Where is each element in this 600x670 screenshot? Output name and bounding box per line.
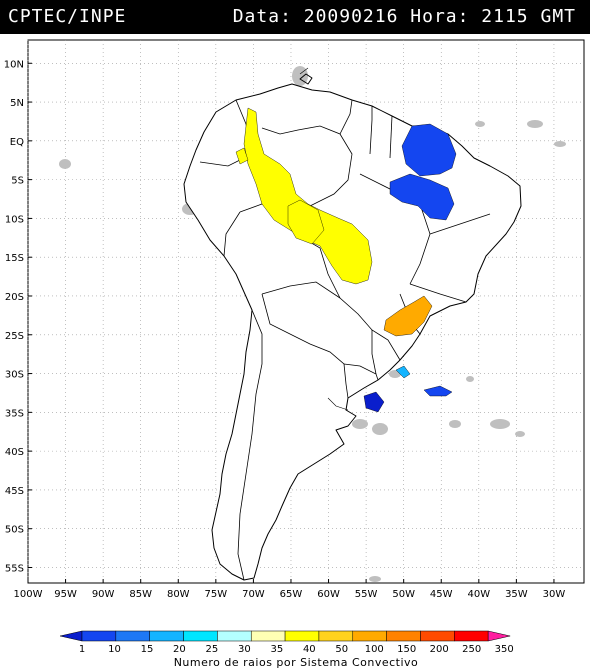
lon-label: 100W [14,589,43,600]
lat-label: 55S [5,563,24,574]
lat-label: 10N [4,59,24,70]
lon-label: 75W [205,589,228,600]
colorbar-swatch [420,630,455,642]
lon-label: 55W [355,589,378,600]
storm-navy-south [363,391,385,413]
colorbar-label: 30 [238,644,251,655]
lat-label: 50S [5,525,24,536]
lat-label: 35S [5,408,24,419]
storm-blue-north [401,123,457,177]
colorbar-label: 100 [365,644,384,655]
colorbar-title: Numero de raios por Sistema Convectivo [174,656,419,669]
colorbar-swatch [284,630,320,642]
lon-label: 80W [167,589,190,600]
colorbar-label: 50 [335,644,348,655]
colorbar-label: 250 [462,644,481,655]
colorbar-swatch [318,630,354,642]
lat-label: 20S [5,292,24,303]
convective-systems [235,107,457,413]
lon-label: 45W [430,589,453,600]
colorbar: 1 10 15 20 25 30 35 40 50 100 150 200 250 350 [59,630,514,655]
lon-label: 30W [543,589,566,600]
lat-label: EQ [10,137,24,148]
graticule [27,40,584,583]
colorbar-swatch [386,630,421,642]
longitude-labels: 100W 95W 90W 85W 80W 75W 70W 65W 60W 55W 50W 45W 40W… [14,579,566,600]
storm-yellow-amazon [243,107,373,285]
lat-label: 5N [10,98,24,109]
colorbar-swatch [115,630,150,642]
datetime-label: Data: 20090216 Hora: 2115 GMT [232,6,576,27]
source-label: CPTEC/INPE [8,6,127,27]
colorbar-swatch [352,630,387,642]
colorbar-label: 25 [206,644,219,655]
storm-navy-ocean [423,385,453,397]
storm-orange-southeast [383,295,433,337]
lat-label: 40S [5,447,24,458]
colorbar-swatch [250,630,286,642]
storm-blue-northeast [389,173,455,221]
storm-cyan-coast [395,365,411,379]
lon-label: 70W [242,589,265,600]
colorbar-swatch [81,630,117,642]
storm-yellow-west [235,147,249,165]
lon-label: 95W [54,589,77,600]
latitude-labels: 10N 5N EQ 5S 10S 15S 20S 25S 30S 35S 40S 45S 50S 55S [4,59,32,574]
lat-label: 25S [5,331,24,342]
lon-label: 85W [129,589,152,600]
colorbar-label: 40 [303,644,316,655]
lightning-map: 10N5NEQ5S10S15S20S25S30S35S40S45S50S55S … [4,39,585,669]
lon-label: 65W [280,589,303,600]
colorbar-swatch [454,630,489,642]
storm-yellow-mid [287,199,325,245]
map-header: CPTEC/INPE Data: 20090216 Hora: 2115 GMT [0,0,590,34]
lon-label: 50W [392,589,415,600]
colorbar-label: 150 [397,644,416,655]
colorbar-label: 350 [495,644,514,655]
colorbar-swatch [149,630,184,642]
lat-label: 10S [5,214,24,225]
colorbar-label: 10 [108,644,121,655]
lon-label: 35W [505,589,528,600]
lat-label: 30S [5,370,24,381]
colorbar-swatch [217,630,252,642]
colorbar-label: 15 [141,644,154,655]
lat-label: 15S [5,253,24,264]
lon-label: 90W [92,589,115,600]
colorbar-label: 35 [270,644,283,655]
colorbar-arrow-low [59,630,83,642]
lat-label: 45S [5,486,24,497]
lon-label: 60W [317,589,340,600]
colorbar-label: 20 [173,644,186,655]
lat-label: 5S [11,176,24,187]
colorbar-swatch [183,630,218,642]
colorbar-label: 200 [430,644,449,655]
colorbar-label: 1 [79,644,85,655]
lon-label: 40W [467,589,490,600]
rivers [299,67,349,411]
colorbar-arrow-high [487,630,511,642]
